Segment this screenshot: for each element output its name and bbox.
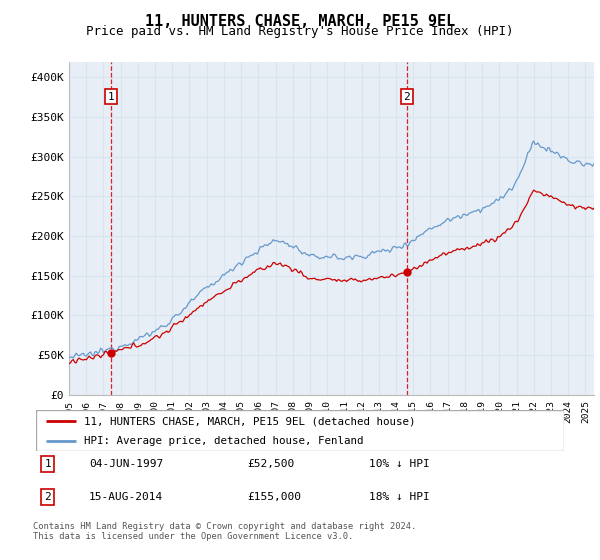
Text: 11, HUNTERS CHASE, MARCH, PE15 9EL: 11, HUNTERS CHASE, MARCH, PE15 9EL	[145, 14, 455, 29]
Text: 1: 1	[107, 92, 114, 101]
Text: 04-JUN-1997: 04-JUN-1997	[89, 459, 163, 469]
Text: 1: 1	[44, 459, 51, 469]
Text: 10% ↓ HPI: 10% ↓ HPI	[368, 459, 430, 469]
Text: Price paid vs. HM Land Registry's House Price Index (HPI): Price paid vs. HM Land Registry's House …	[86, 25, 514, 38]
Text: 2: 2	[44, 492, 51, 502]
Text: 15-AUG-2014: 15-AUG-2014	[89, 492, 163, 502]
Text: 11, HUNTERS CHASE, MARCH, PE15 9EL (detached house): 11, HUNTERS CHASE, MARCH, PE15 9EL (deta…	[83, 417, 415, 426]
Text: Contains HM Land Registry data © Crown copyright and database right 2024.
This d: Contains HM Land Registry data © Crown c…	[33, 522, 416, 542]
Text: HPI: Average price, detached house, Fenland: HPI: Average price, detached house, Fenl…	[83, 436, 363, 446]
Text: £155,000: £155,000	[247, 492, 301, 502]
Text: 18% ↓ HPI: 18% ↓ HPI	[368, 492, 430, 502]
Text: 2: 2	[403, 92, 410, 101]
Text: £52,500: £52,500	[247, 459, 295, 469]
